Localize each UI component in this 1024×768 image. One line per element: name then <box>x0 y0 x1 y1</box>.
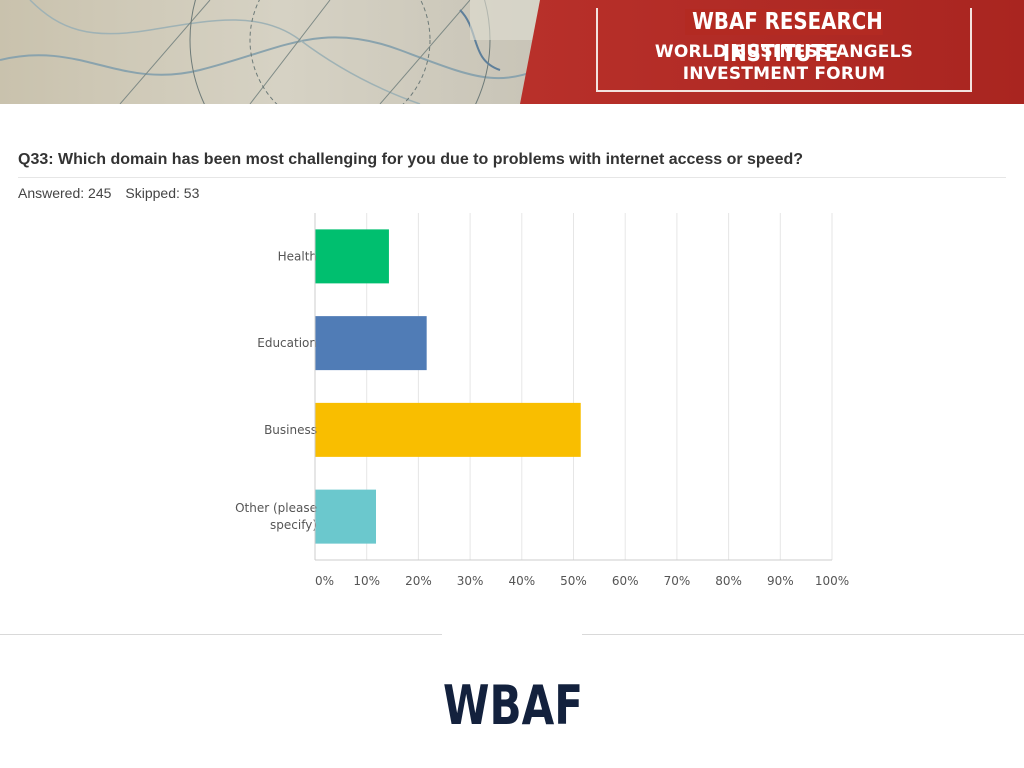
x-tick-label: 90% <box>767 574 794 588</box>
x-tick-label: 100% <box>815 574 849 588</box>
x-tick-label: 60% <box>612 574 639 588</box>
banner-subtitle-line1: WORLD BUSINESS ANGELS <box>654 42 914 62</box>
banner-subtitle-line2: INVESTMENT FORUM <box>682 64 886 84</box>
question-divider <box>18 177 1006 178</box>
wbaf-logo: WBAF <box>443 674 583 730</box>
bar-other-please-specify <box>315 489 377 544</box>
x-tick-label: 10% <box>353 574 380 588</box>
x-tick-label: 40% <box>508 574 535 588</box>
x-tick-label: 0% <box>315 574 334 588</box>
answered-count: Answered: 245 <box>18 185 112 201</box>
banner-title: WBAF RESEARCH INSTITUTE <box>622 6 945 70</box>
category-label: Education <box>257 336 317 350</box>
bar-health <box>315 229 389 284</box>
x-tick-label: 80% <box>715 574 742 588</box>
bar-education <box>315 316 427 371</box>
footer-divider-left <box>0 634 442 635</box>
category-label: Health <box>278 249 317 263</box>
question-title: Q33: Which domain has been most challeng… <box>18 151 804 168</box>
x-tick-label: 50% <box>560 574 587 588</box>
bar-business <box>315 402 581 457</box>
bar-chart: Health Education Business Other (please spec… <box>235 213 849 588</box>
category-label: Other (please <box>235 501 317 515</box>
category-label: specify) <box>270 518 317 532</box>
x-tick-label: 70% <box>664 574 691 588</box>
banner-frame <box>596 8 972 92</box>
skipped-count: Skipped: 53 <box>125 185 200 201</box>
header-banner: WBAF RESEARCH INSTITUTE WORLD BUSINESS A… <box>0 0 1024 104</box>
x-tick-label: 20% <box>405 574 432 588</box>
footer-divider-right <box>582 634 1024 635</box>
x-tick-label: 30% <box>457 574 484 588</box>
svg-text:WBAF: WBAF <box>443 674 583 730</box>
category-label: Business <box>264 423 317 437</box>
response-counts: Answered: 245 Skipped: 53 <box>18 185 199 201</box>
